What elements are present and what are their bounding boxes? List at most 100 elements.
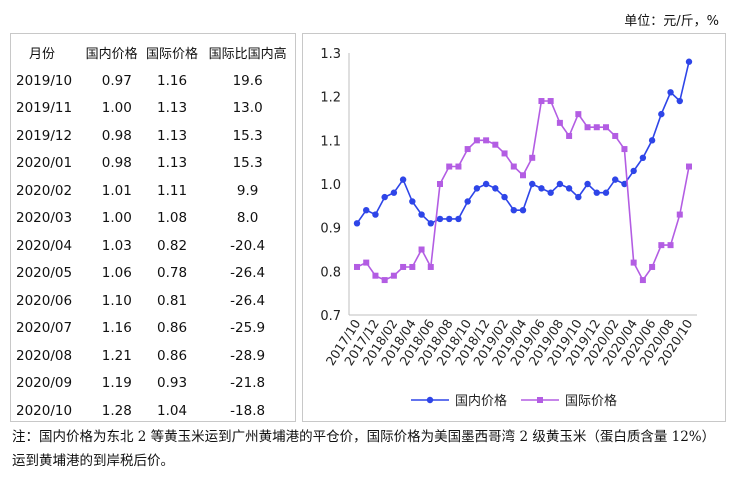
line-chart: 0.7 0.8 0.9 1.0 1.1 1.2 1.3 2017/102017/122018… [320, 47, 697, 409]
table-row: 2019/10 0.97 1.16 19.6 [15, 67, 293, 95]
y-tick-label: 1.3 [320, 47, 341, 62]
cell-international-price: 1.16 [157, 72, 188, 89]
header-international-price: 国际价格 [146, 47, 199, 62]
cell-price-gap: -25.9 [230, 320, 266, 337]
data-point-domestic [584, 180, 591, 188]
data-point-domestic [399, 176, 407, 183]
cell-international-price: 0.86 [157, 347, 188, 364]
data-point-domestic [547, 189, 554, 196]
table-row: 2020/01 0.98 1.13 15.3 [15, 150, 293, 178]
data-point-international [667, 242, 674, 249]
data-point-international [427, 263, 434, 270]
cell-domestic-price: 1.00 [101, 100, 132, 117]
y-tick-label: 0.7 [320, 309, 341, 324]
table-row: 2019/11 1.00 1.13 13.0 [15, 95, 293, 123]
cell-domestic-price: 0.97 [101, 72, 132, 89]
data-point-domestic [519, 207, 527, 214]
data-point-domestic [556, 180, 564, 188]
cell-month: 2020/09 [16, 375, 73, 392]
table-row: 2020/05 1.06 0.78 -26.4 [15, 260, 293, 288]
cell-international-price: 0.78 [157, 265, 188, 282]
table-row: 2020/02 1.01 1.11 9.9 [15, 177, 293, 205]
data-point-domestic [492, 185, 499, 192]
cell-price-gap: -28.9 [230, 347, 266, 364]
data-point-domestic [390, 189, 398, 196]
data-point-domestic [612, 176, 619, 183]
data-point-international [686, 163, 692, 170]
legend-marker-square [537, 397, 543, 403]
data-point-domestic [510, 207, 517, 214]
data-point-international [538, 98, 545, 105]
data-point-international [363, 259, 370, 266]
data-point-domestic [538, 185, 545, 192]
data-point-international [354, 263, 360, 270]
cell-domestic-price: 1.01 [101, 182, 132, 199]
data-point-international [603, 124, 609, 131]
data-point-domestic [667, 89, 674, 96]
data-point-domestic [372, 211, 379, 218]
table-row: 2020/08 1.21 0.86 -28.9 [15, 342, 293, 370]
data-point-domestic [427, 220, 434, 227]
data-point-domestic [418, 211, 425, 218]
cell-month: 2019/11 [16, 100, 73, 117]
series-lines [353, 58, 693, 284]
cell-domestic-price: 0.98 [101, 127, 132, 144]
y-tick-label: 1.2 [320, 91, 341, 106]
header-domestic-price: 国内价格 [85, 47, 138, 62]
table-row: 2020/03 1.00 1.08 8.0 [15, 205, 293, 233]
cell-domestic-price: 1.21 [101, 347, 132, 364]
data-point-domestic [464, 198, 471, 205]
legend-marker-circle [426, 396, 434, 404]
data-point-domestic [621, 180, 628, 188]
unit-label: 单位：元/斤，% [624, 14, 719, 29]
cell-month: 2020/06 [16, 292, 73, 309]
data-point-international [409, 263, 416, 270]
cell-international-price: 1.13 [157, 155, 188, 172]
data-point-international [556, 119, 563, 126]
data-point-international [400, 263, 407, 270]
price-table: 月份 国内价格 国际价格 国际比国内高 2019/10 0.97 1.16 19.6 2… [15, 38, 293, 425]
cell-domestic-price: 1.19 [101, 375, 132, 392]
data-point-international [483, 137, 490, 144]
cell-domestic-price: 1.03 [101, 237, 132, 254]
cell-month: 2019/12 [16, 127, 73, 144]
cell-month: 2020/01 [16, 155, 73, 172]
cell-price-gap: 15.3 [232, 155, 263, 172]
data-point-international [547, 98, 554, 105]
cell-price-gap: 19.6 [232, 72, 263, 89]
data-point-international [649, 263, 656, 270]
cell-month: 2019/10 [16, 72, 73, 89]
table-body: 2019/10 0.97 1.16 19.6 2019/11 1.00 1.13 13.0 20… [15, 67, 293, 425]
data-point-international [575, 111, 582, 118]
data-point-international [639, 277, 646, 284]
data-point-domestic [446, 215, 453, 223]
cell-month: 2020/10 [16, 402, 73, 419]
data-point-domestic [363, 207, 370, 214]
data-point-international [464, 146, 471, 153]
data-point-domestic [381, 193, 388, 201]
price-table-panel: 月份 国内价格 国际价格 国际比国内高 2019/10 0.97 1.16 19.6 2… [10, 33, 296, 422]
data-point-international [612, 132, 619, 139]
data-point-domestic [630, 167, 637, 175]
cell-international-price: 1.13 [157, 100, 188, 117]
data-point-international [529, 154, 536, 161]
table-row: 2020/10 1.28 1.04 -18.8 [15, 397, 293, 425]
cell-international-price: 1.08 [157, 210, 188, 227]
data-point-international [593, 124, 600, 131]
series-line-domestic [356, 61, 690, 225]
table-header-row: 月份 国内价格 国际价格 国际比国内高 [15, 38, 293, 67]
cell-domestic-price: 1.16 [101, 320, 132, 337]
line-chart-panel: 0.7 0.8 0.9 1.0 1.1 1.2 1.3 2017/10 2017/12 2018… [302, 33, 726, 422]
data-point-international [446, 163, 453, 170]
data-point-international [566, 132, 573, 139]
y-axis: 0.7 0.8 0.9 1.0 1.1 1.2 1.3 [320, 47, 350, 324]
cell-international-price: 1.13 [157, 127, 188, 144]
table-row: 2020/04 1.03 0.82 -20.4 [15, 232, 293, 260]
data-point-international [418, 246, 425, 253]
data-point-domestic [436, 215, 444, 223]
data-point-domestic [658, 110, 665, 118]
data-point-international [473, 137, 480, 144]
data-point-domestic [639, 154, 647, 161]
data-point-international [437, 181, 443, 187]
table-row: 2020/07 1.16 0.86 -25.9 [15, 315, 293, 343]
